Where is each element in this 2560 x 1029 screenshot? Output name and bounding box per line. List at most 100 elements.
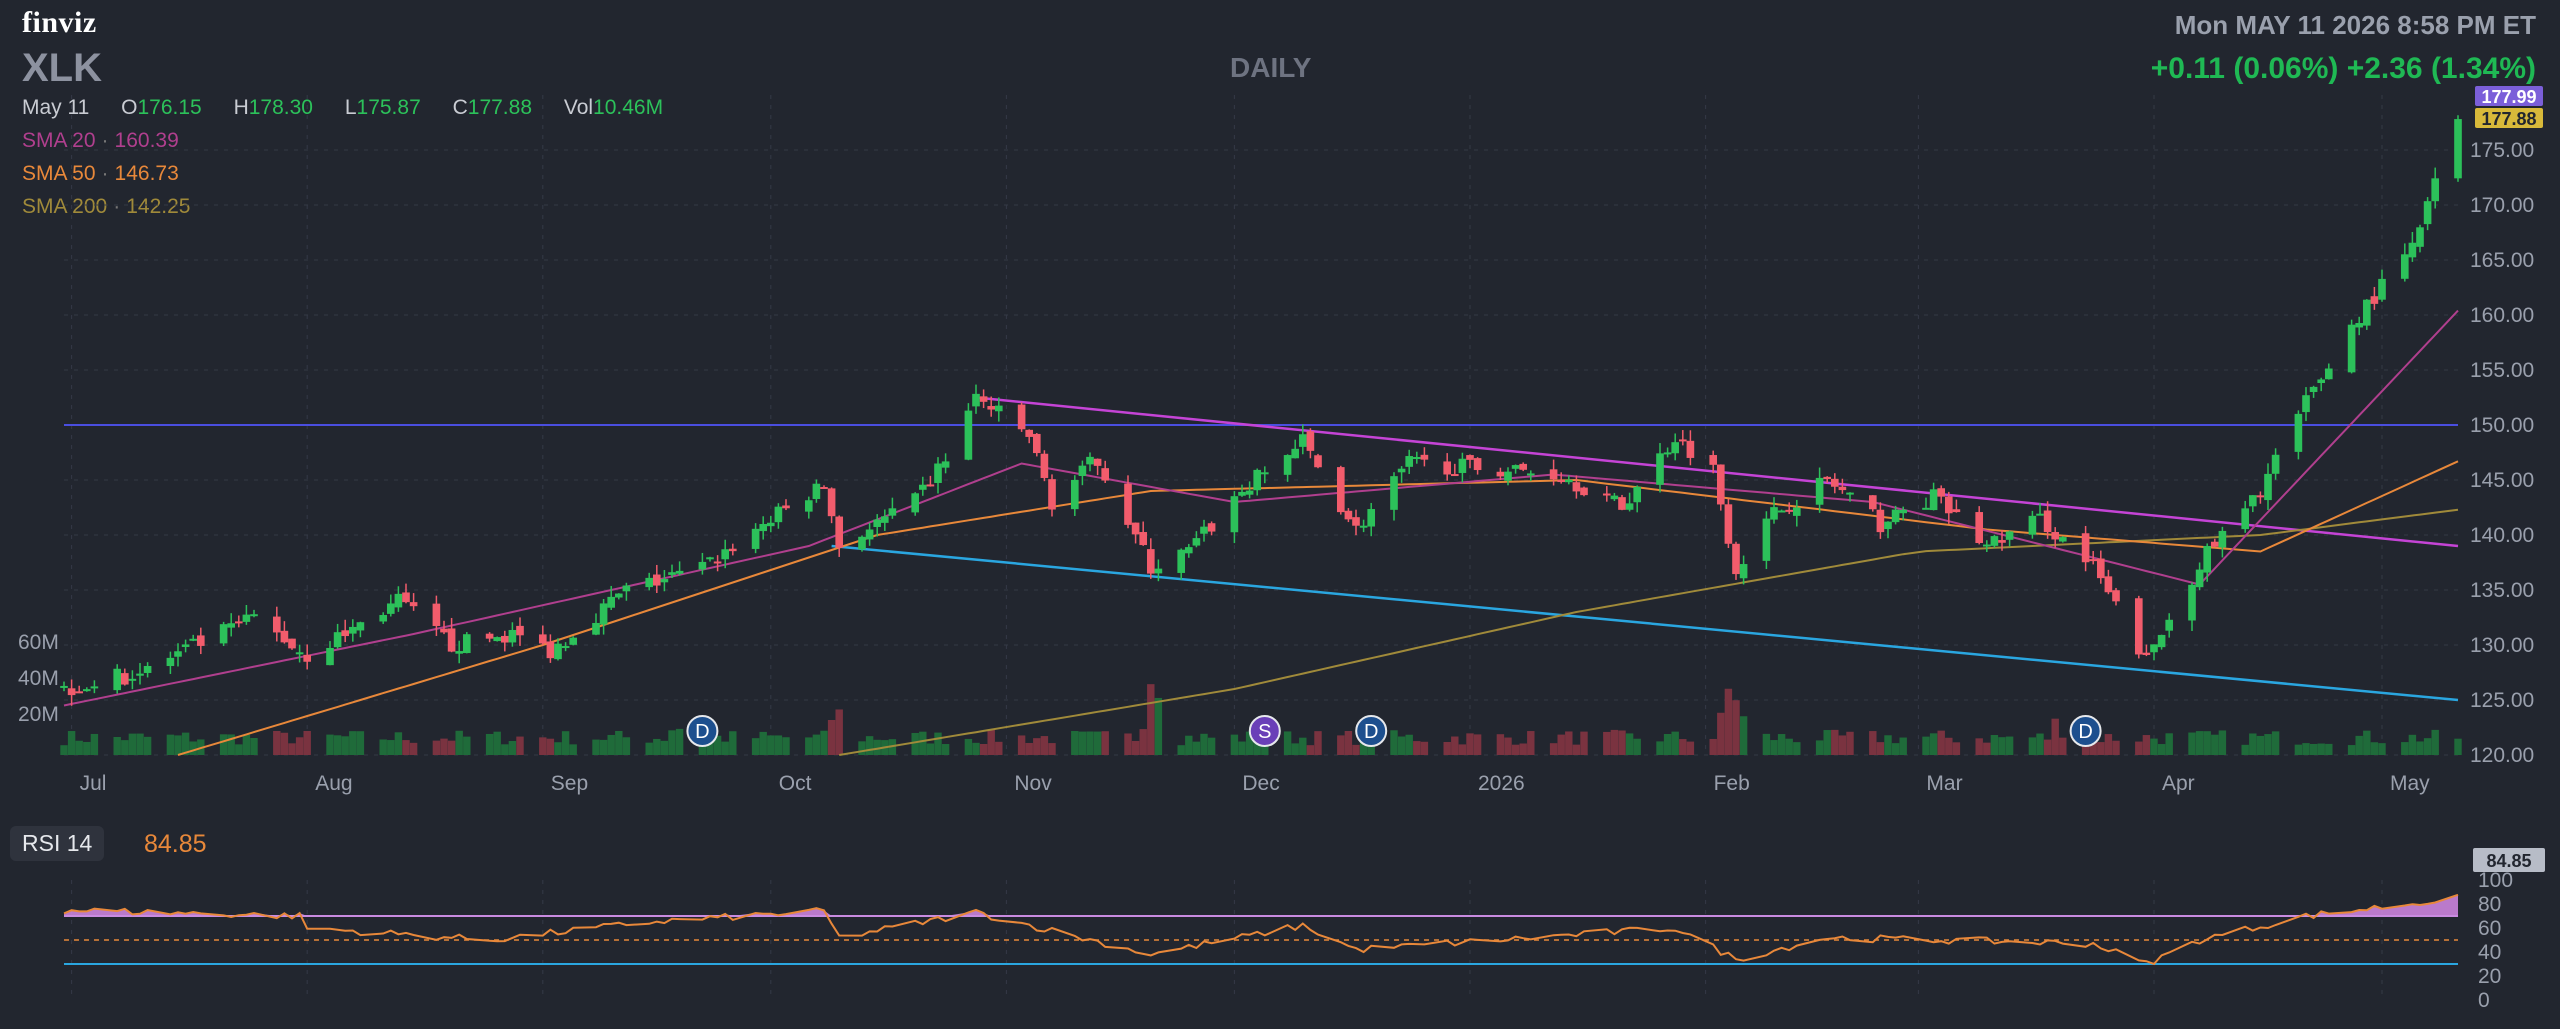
sma20-legend[interactable]: SMA 20 · 160.39 [22,129,179,152]
candle-body [1519,463,1528,470]
candle-body [1245,490,1254,495]
volume-bar [333,735,342,755]
candle-body [1937,488,1946,497]
volume-bar [432,740,441,755]
volume-bar [455,730,463,755]
volume-bar [2355,735,2363,755]
candle-body [1032,433,1041,454]
volume-bar [2218,730,2227,755]
candle-body [455,651,464,654]
volume-bar [2043,739,2052,755]
candle-body [645,577,654,588]
candle-body [569,637,578,645]
event-marker-label: S [1258,721,1271,743]
volume-bar [250,737,258,755]
volume-bar [1473,734,1482,755]
candle-body [827,488,836,517]
volume-bar [972,742,980,755]
x-tick-label: May [2390,772,2430,795]
sma20-value: 160.39 [114,129,179,152]
candle-body [227,623,236,628]
x-tick-label: Apr [2162,772,2195,795]
candle-body [2241,508,2250,530]
volume-bar [561,731,570,755]
volume-bar [1823,730,1831,755]
volume-bar [1511,744,1520,755]
candle-body [865,529,874,540]
volume-bar [508,740,517,755]
candle-body [1139,532,1148,546]
volume-bar [979,744,988,755]
candle-body [2210,541,2219,547]
volume-bar [75,740,83,755]
volume-bar [326,734,334,755]
candle-body [622,585,631,592]
volume-bar [1565,731,1573,755]
candle-body [934,463,942,483]
volume-bar [1679,739,1687,755]
candle-body [1990,536,1999,546]
last-price-badge-text: 177.99 [2481,87,2536,107]
candle-body [508,629,517,643]
volume-bar [394,732,403,755]
candle-body [234,621,243,624]
candle-body [386,603,395,614]
volume-bar [1306,745,1315,755]
y-tick-label: 145.00 [2470,469,2534,492]
volume-bar [1299,737,1307,755]
candle-body [2043,510,2052,533]
candle-body [2104,576,2113,593]
candle-body [1868,495,1877,510]
volume-bar [1420,741,1429,755]
candle-body [409,602,418,607]
volume-bar [1983,742,1991,755]
volume-bar [1101,731,1109,755]
candle-body [2423,201,2432,225]
ticker-symbol: XLK [22,46,102,90]
volume-bar [1124,733,1132,755]
candle-body [1952,509,1961,513]
volume-bar [1876,742,1885,755]
volume-bar [402,740,410,755]
volume-bar [219,734,228,755]
candle-body [1511,465,1520,469]
volume-bar [1572,744,1581,755]
volume-bar [2347,745,2356,755]
candle-body [1397,468,1406,473]
volume-bar [2325,743,2333,755]
y-tick-label: 175.00 [2470,139,2534,162]
finviz-logo[interactable]: finviz [22,6,97,39]
volume-bar [2150,738,2158,755]
x-tick-label: Mar [1926,772,1962,795]
volume-bar [1154,697,1163,755]
candle-body [75,691,84,694]
rsi-label[interactable]: RSI 14 [10,826,105,861]
candle-body [516,625,524,636]
candle-body [1450,474,1459,477]
candle-body [1557,480,1566,483]
candle-body [1291,448,1300,459]
volume-bar [645,742,653,755]
volume-bar [409,742,418,755]
candle-body [67,688,76,696]
candle-body [1344,510,1353,520]
volume-bar [1990,734,1999,755]
volume-bar [865,736,874,755]
candle-body [918,484,927,490]
candle-body [880,516,889,523]
volume-bar [516,736,524,755]
volume-bar [1207,737,1216,755]
sma200-legend[interactable]: SMA 200 · 142.25 [22,195,191,218]
candle-body [607,596,616,608]
y-tick-label: 155.00 [2470,359,2534,382]
volume-bar [189,741,197,755]
volume-bar [174,735,182,755]
close-price-badge-text: 177.88 [2481,109,2536,129]
volume-bar [995,741,1003,755]
candle-body [1025,429,1034,437]
close-label: C [452,96,468,119]
sma50-legend[interactable]: SMA 50 · 146.73 [22,162,179,185]
volume-bar [607,734,615,755]
candle-body [1602,493,1611,496]
